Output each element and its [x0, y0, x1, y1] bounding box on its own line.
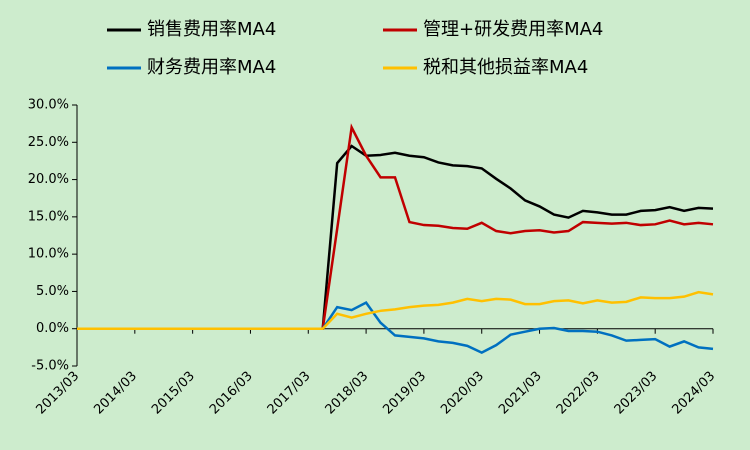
y-tick-label: -5.0% — [31, 359, 69, 374]
legend-label: 财务费用率MA4 — [147, 57, 276, 78]
y-tick-label: 30.0% — [28, 98, 69, 113]
y-tick-label: 10.0% — [28, 247, 69, 262]
x-tick-label: 2019/03 — [380, 369, 429, 418]
y-tick-label: 20.0% — [28, 172, 69, 187]
x-tick-label: 2023/03 — [612, 369, 661, 418]
x-tick-label: 2021/03 — [496, 369, 545, 418]
x-tick-label: 2014/03 — [91, 369, 140, 418]
series-line — [77, 123, 714, 330]
x-tick-label: 2018/03 — [323, 369, 372, 418]
x-tick-label: 2017/03 — [265, 369, 314, 418]
x-tick-label: 2024/03 — [670, 369, 719, 418]
y-tick-label: 5.0% — [36, 284, 69, 299]
legend-label: 管理+研发费用率MA4 — [423, 19, 603, 40]
series-line — [77, 290, 714, 330]
y-tick-label: 15.0% — [28, 209, 69, 224]
x-tick-label: 2016/03 — [207, 369, 256, 418]
y-tick-label: 25.0% — [28, 135, 69, 150]
y-tick-label: 0.0% — [36, 321, 69, 336]
x-tick-label: 2013/03 — [34, 369, 83, 418]
x-tick-label: 2015/03 — [149, 369, 198, 418]
x-tick-label: 2022/03 — [554, 369, 603, 418]
legend-label: 税和其他损益率MA4 — [423, 57, 588, 78]
legend-label: 销售费用率MA4 — [147, 19, 276, 40]
x-tick-label: 2020/03 — [438, 369, 487, 418]
